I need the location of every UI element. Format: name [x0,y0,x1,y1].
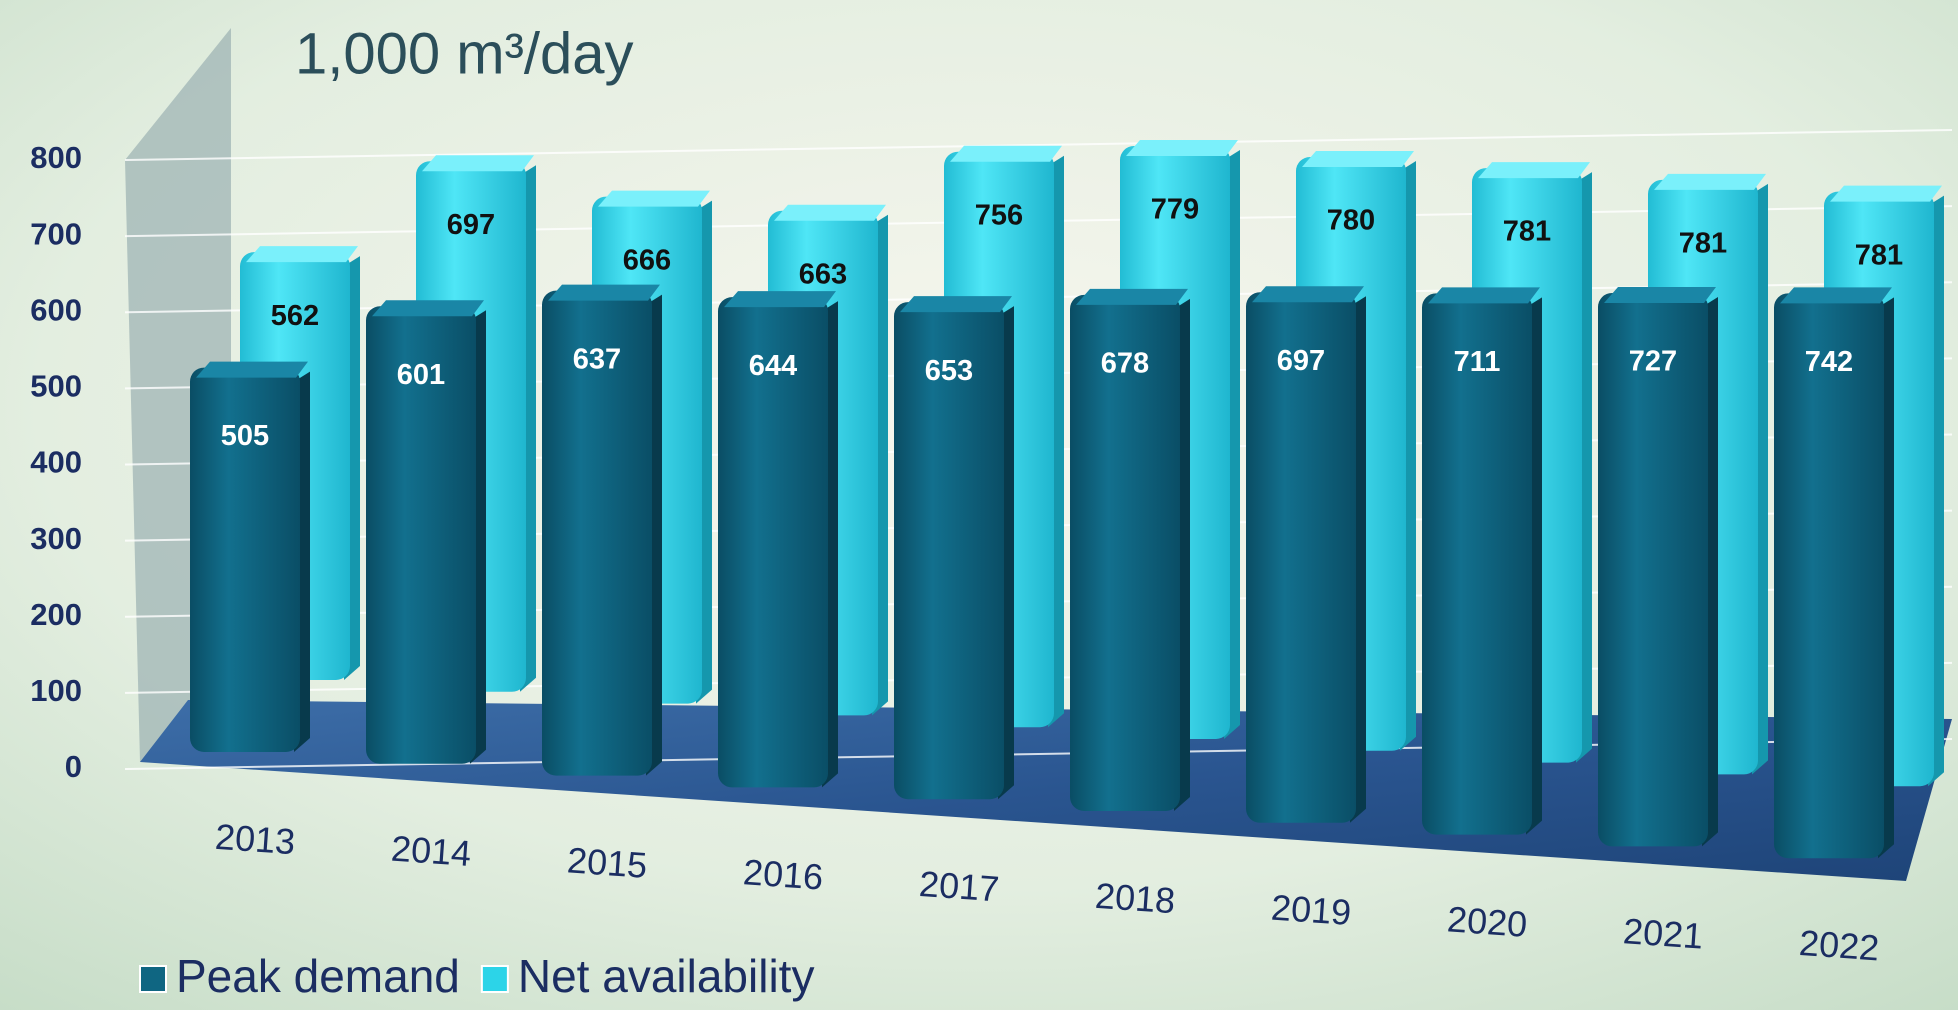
x-tick-label: 2022 [1798,922,1881,968]
legend-label: Peak demand [176,950,460,1002]
y-tick-label: 200 [30,597,82,632]
bar-top [1780,287,1892,303]
bar-top [598,191,710,207]
y-tick-label: 500 [30,369,82,404]
y-tick-label: 0 [65,749,82,784]
value-label: 756 [975,199,1023,231]
bar [1774,293,1884,858]
value-label: 505 [221,420,269,452]
value-label: 711 [1454,346,1501,378]
bar-top [548,285,660,301]
value-label: 781 [1503,216,1551,248]
value-label: 727 [1629,346,1677,378]
legend-swatch [140,966,166,992]
x-tick-label: 2020 [1446,898,1529,944]
chart-title: 1,000 m³/day [295,21,634,86]
value-label: 697 [1277,345,1325,377]
value-label: 742 [1805,346,1853,378]
y-tick-label: 800 [30,140,82,175]
y-tick-label: 600 [30,292,82,327]
bar-top [196,362,308,378]
value-label: 644 [749,350,797,382]
value-label: 779 [1151,194,1199,226]
chart: 1,000 m³/day 0 100 200 300 400 500 600 700 800 5… [0,0,1958,1010]
value-label: 637 [573,343,621,375]
bar-top [724,291,836,307]
legend-swatch [482,966,508,992]
bar-top [1126,140,1238,156]
bar-top [1302,151,1414,167]
value-label: 781 [1679,228,1727,260]
value-label: 653 [925,355,973,387]
value-label: 781 [1855,239,1903,271]
value-label: 601 [397,359,445,391]
value-label: 562 [271,300,319,332]
bar-top [372,300,484,316]
y-tick-label: 300 [30,521,82,556]
x-tick-label: 2013 [214,816,297,862]
x-tick-label: 2017 [918,863,1001,909]
x-tick-label: 2021 [1622,910,1705,956]
legend-label: Net availability [518,950,815,1002]
bar-top [1252,286,1364,302]
x-tick-label: 2014 [390,828,473,874]
value-label: 663 [799,258,847,290]
bar-top [1830,186,1942,202]
y-tick-label: 400 [30,445,82,480]
value-label: 678 [1101,348,1149,380]
value-label: 666 [623,244,671,276]
bar-top [900,296,1012,312]
value-label: 697 [447,209,495,241]
bar-top [246,246,358,262]
y-tick-label: 100 [30,673,82,708]
bar-top [1478,162,1590,178]
page: {"chart_data": {"type": "bar3d", "title"… [0,0,1958,1010]
x-tick-label: 2016 [742,851,825,897]
bar-top [1604,287,1716,303]
y-tick-label: 700 [30,216,82,251]
bar-top [1428,287,1540,303]
x-tick-label: 2018 [1094,875,1177,921]
x-tick-label: 2015 [566,839,649,885]
value-label: 780 [1327,205,1375,237]
bar-top [422,155,534,171]
x-tick-label: 2019 [1270,887,1353,933]
bar-top [774,205,886,221]
bar-top [1654,174,1766,190]
bar-top [950,146,1062,162]
bar-top [1076,289,1188,305]
